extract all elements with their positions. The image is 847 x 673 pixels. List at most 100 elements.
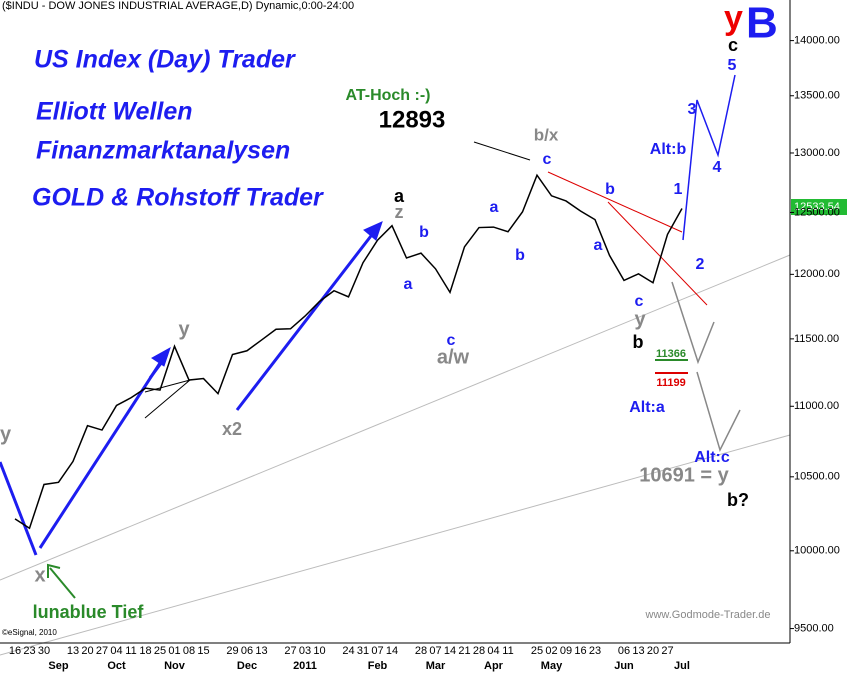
x-tick-label: 25	[531, 645, 543, 657]
x-tick-label: 25	[154, 645, 166, 657]
wave-label: c	[447, 332, 456, 349]
x-tick-label: 28	[415, 645, 427, 657]
triangle	[144, 379, 191, 419]
x-month-label: Nov	[164, 660, 186, 672]
x-tick-label: 28	[473, 645, 485, 657]
wave-label: z	[395, 202, 404, 222]
x-month-label: Jul	[674, 660, 690, 672]
brand: GOLD & Rohstoff Trader	[32, 184, 324, 212]
wave-label: b	[419, 224, 429, 241]
x-tick-label: 13	[67, 645, 79, 657]
x-tick-label: 07	[371, 645, 383, 657]
x-tick-label: 09	[560, 645, 572, 657]
wave-label: y	[0, 423, 12, 445]
x-tick-label: 30	[38, 645, 50, 657]
wave-label: b/x	[534, 125, 559, 144]
wave-label: lunablue Tief	[33, 602, 145, 622]
wave-label: x2	[222, 419, 242, 439]
wave-label: c	[728, 35, 738, 55]
x-month-label: 2011	[293, 660, 317, 672]
y-tick-label: 14000.00	[794, 35, 840, 47]
x-tick-label: 21	[458, 645, 470, 657]
x-tick-label: 23	[589, 645, 601, 657]
wave-label: 1	[674, 181, 683, 198]
y-tick-label: 12500.00	[794, 206, 840, 218]
projection-blue	[682, 74, 736, 241]
wave-label: Alt:c	[694, 449, 730, 466]
x-tick-label: 24	[342, 645, 354, 657]
x-tick-label: 06	[618, 645, 630, 657]
header: ($INDU - DOW JONES INDUSTRIAL AVERAGE,D)…	[2, 0, 354, 12]
x-tick-label: 27	[661, 645, 673, 657]
wave-label: b?	[727, 490, 749, 510]
x-tick-label: 03	[299, 645, 311, 657]
x-tick-label: 23	[23, 645, 35, 657]
y-tick-label: 9500.00	[794, 622, 834, 634]
x-month-label: May	[541, 660, 563, 672]
pointer	[49, 567, 76, 599]
x-tick-label: 11	[502, 645, 513, 657]
wave-label: c	[635, 293, 644, 310]
x-tick-label: 08	[183, 645, 195, 657]
y-tick-label: 11000.00	[794, 400, 839, 412]
x-tick-label: 20	[81, 645, 93, 657]
y-tick-label: 12000.00	[794, 268, 840, 280]
x-tick-label: 27	[96, 645, 108, 657]
x-tick-label: 13	[255, 645, 267, 657]
x-tick-label: 18	[139, 645, 151, 657]
brand: US Index (Day) Trader	[34, 46, 296, 74]
x-tick-label: 04	[487, 645, 499, 657]
x-month-label: Apr	[484, 660, 504, 672]
pointer	[47, 563, 61, 578]
x-tick-label: 01	[168, 645, 180, 657]
wave-label: 11366	[656, 348, 686, 360]
wave-label: b	[605, 181, 615, 198]
y-tick-label: 10000.00	[794, 545, 840, 557]
wave-label: 11199	[656, 377, 685, 389]
watermark: www.Godmode-Trader.de	[645, 609, 771, 621]
y-tick-label: 11500.00	[794, 333, 839, 345]
x-month-label: Feb	[368, 660, 388, 672]
x-month-label: Mar	[426, 660, 446, 672]
wave-label: 5	[728, 57, 737, 74]
x-tick-label: 15	[197, 645, 209, 657]
x-month-label: Oct	[107, 660, 126, 672]
wave-label: y	[178, 318, 190, 340]
red-trend-line	[547, 171, 683, 233]
projection-grey	[696, 371, 741, 453]
x-tick-label: 06	[241, 645, 253, 657]
wave-label: a	[404, 276, 413, 293]
wave-label: a	[394, 186, 405, 206]
last-price: 12533.54	[794, 201, 840, 213]
pointer	[473, 141, 531, 161]
x-tick-label: 16	[9, 645, 21, 657]
x-tick-label: 27	[284, 645, 296, 657]
wave-label: a	[490, 199, 499, 216]
wave-label: Alt:a	[629, 399, 665, 416]
wave-label: a	[594, 237, 603, 254]
wave-degree: y	[724, 0, 743, 37]
wave-label: 4	[713, 159, 722, 176]
x-tick-label: 04	[110, 645, 122, 657]
wave-label: 2	[696, 256, 705, 273]
x-tick-label: 11	[125, 645, 136, 657]
wave-label: 10691 = y	[639, 464, 729, 486]
y-tick-label: 13000.00	[794, 147, 840, 159]
x-month-label: Dec	[237, 660, 257, 672]
wave-label: 12893	[379, 106, 446, 133]
x-tick-label: 14	[386, 645, 398, 657]
red-trend-line	[607, 201, 708, 306]
price-line	[14, 173, 683, 530]
brand: Elliott Wellen	[36, 98, 193, 126]
brand: Finanzmarktanalysen	[36, 137, 290, 165]
wave-label: AT-Hoch :-)	[345, 87, 430, 104]
x-tick-label: 29	[226, 645, 238, 657]
x-tick-label: 14	[444, 645, 456, 657]
x-month-label: Jun	[614, 660, 634, 672]
wave-label: 3	[688, 101, 697, 118]
x-tick-label: 10	[313, 645, 325, 657]
x-tick-label: 16	[574, 645, 586, 657]
copyright: ©eSignal, 2010	[2, 628, 57, 637]
x-tick-label: 31	[357, 645, 369, 657]
